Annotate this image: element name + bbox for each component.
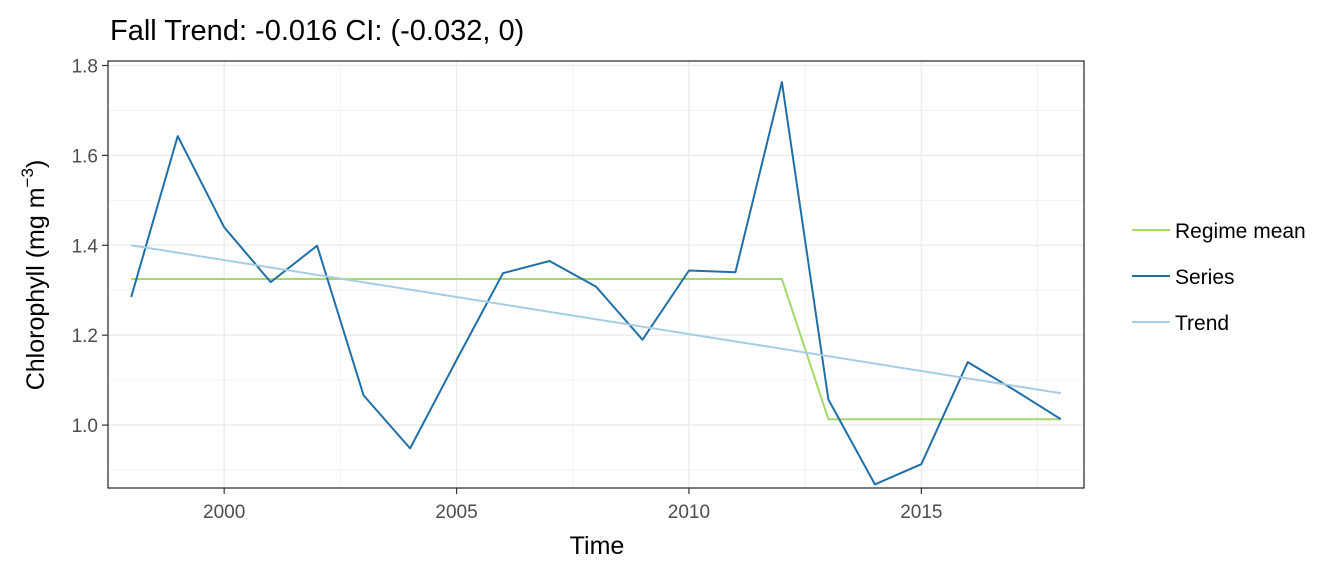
y-tick-label: 1.4 [72,236,99,257]
y-tick-label: 1.0 [72,416,98,437]
y-tick-label: 1.2 [72,326,98,347]
series-line-trend [131,244,1061,395]
grid [108,61,1084,488]
x-tick-label: 2015 [900,502,942,523]
y-tick-label: 1.6 [72,146,98,167]
series-line-regime-mean [131,278,1061,421]
y-axis-title-main: Chlorophyll (mg m [22,187,50,390]
series-lines [130,81,1062,486]
y-tick-label: 1.8 [72,56,98,77]
legend-label: Regime mean [1175,220,1306,243]
x-tick-label: 2000 [203,502,245,523]
axes: 2000 2005 2010 2015 1.0 1.2 1.4 1.6 1.8 [72,56,943,523]
x-tick-label: 2005 [435,502,477,523]
y-axis-title-close: ) [22,160,50,168]
y-axis-title: Chlorophyll (mg m−3) [18,160,50,391]
legend-label: Series [1175,266,1235,289]
legend: Regime mean Series Trend [1132,220,1306,335]
legend-label: Trend [1175,312,1229,335]
chart-title: Fall Trend: -0.016 CI: (-0.032, 0) [110,15,524,47]
plot-panel-border [107,60,1085,489]
y-axis-title-superscript: −3 [18,168,37,187]
x-axis-title: Time [570,532,625,560]
x-tick-label: 2010 [668,502,710,523]
